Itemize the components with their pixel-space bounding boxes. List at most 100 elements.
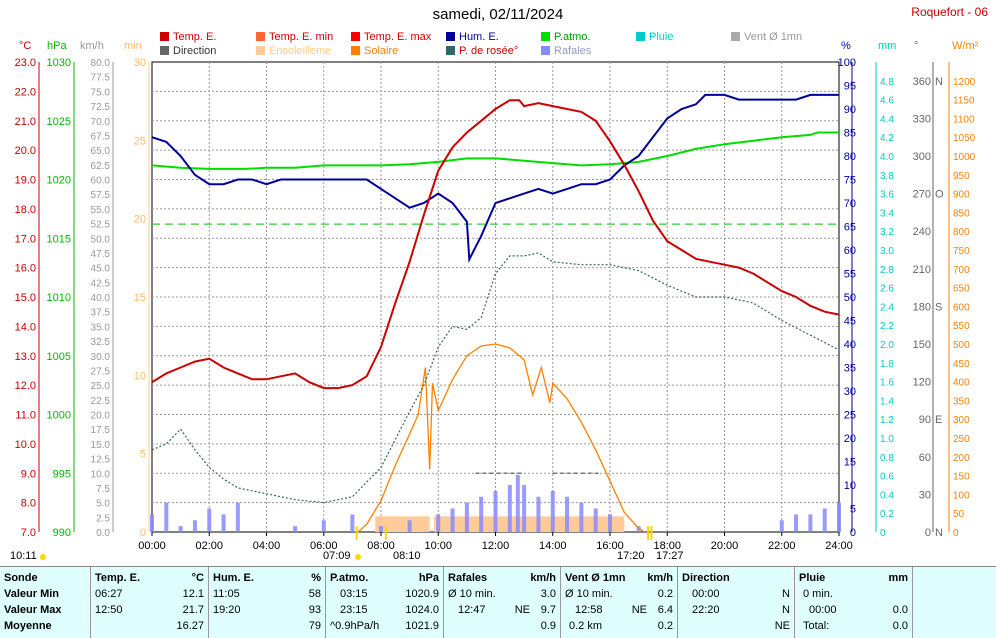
gust-bar — [479, 496, 484, 532]
temp-max-time: 12:50 — [95, 604, 123, 616]
tick-label-kmh: 75.0 — [91, 87, 111, 98]
axis-unit-label: min — [124, 40, 142, 52]
sunshine-bar — [375, 516, 430, 532]
tick-label-mm: 4.0 — [880, 152, 894, 163]
col-temp: Temp. E. °C 06:27 12.1 12:50 21.7 16.27 — [90, 567, 208, 638]
tick-label-pct: 10 — [844, 480, 856, 492]
tick-label-time: 24:00 — [825, 540, 853, 552]
row-label-avg: Moyenne — [4, 620, 52, 632]
tick-label-wm2: 200 — [953, 453, 970, 464]
tick-label-temp: 11.0 — [15, 410, 36, 422]
raf-unit: km/h — [530, 572, 556, 584]
vent-avg: 0.2 — [657, 620, 673, 632]
tick-label-mm: 1.4 — [880, 396, 894, 407]
tick-label-pct: 5 — [850, 504, 856, 516]
tick-label-wm2: 1150 — [953, 96, 975, 107]
solar-line — [357, 343, 645, 533]
tick-label-kmh: 52.5 — [91, 220, 111, 231]
dir-max-value: N — [782, 604, 790, 616]
tick-label-wm2: 500 — [953, 340, 970, 351]
hum-min-value: 58 — [308, 588, 321, 600]
tick-label-wm2: 900 — [953, 190, 970, 201]
tick-label-temp: 20.0 — [15, 145, 36, 157]
tick-label-wm2: 800 — [953, 227, 970, 238]
sun-dot — [40, 554, 46, 560]
tick-label-pct: 50 — [844, 292, 856, 304]
col-rafales: Rafales km/h Ø 10 min. 3.0 12:47 NE 9.7 0.9 — [443, 567, 560, 638]
tick-label-deg: 270 — [913, 189, 931, 201]
weather-chart: 7.0 8.0 9.0 10.0 11.0 12.0 13.0 14.0 15.0 16.0 17.… — [15, 57, 976, 560]
legend-label: Temp. E. min — [269, 31, 334, 43]
gust-bar — [522, 485, 527, 532]
tick-label-pct: 55 — [844, 269, 856, 281]
tick-label-hpa: 990 — [53, 527, 71, 539]
tick-label-time: 12:00 — [482, 540, 510, 552]
dewpoint-line — [151, 252, 840, 504]
legend-label: Temp. E. — [173, 31, 217, 43]
pluie-max-time: 00:00 — [809, 604, 837, 616]
gust-bar — [636, 526, 641, 532]
vent-max-time: 12:58 — [575, 604, 603, 616]
pluie-total-label: Total: — [803, 620, 830, 632]
tick-label-min: 10 — [134, 370, 146, 382]
tick-label-time: 08:00 — [367, 540, 395, 552]
tick-label-wm2: 100 — [953, 490, 970, 501]
col-patmo: P.atmo. hPa 03:15 1020.9 23:15 1024.0 ^0.9h… — [325, 567, 443, 638]
tick-label-hpa: 1030 — [47, 57, 71, 69]
tick-label-wm2: 400 — [953, 378, 970, 389]
pluie-max-value: 0.0 — [892, 604, 908, 616]
gust-bar — [608, 514, 612, 532]
dir-header: Direction — [682, 572, 730, 584]
gust-bar — [837, 502, 841, 532]
legend-item: P. de rosée° — [446, 45, 518, 57]
tick-label-kmh: 72.5 — [91, 102, 111, 113]
pluie-total: 0.0 — [892, 620, 908, 632]
tick-label-wm2: 1100 — [953, 114, 975, 125]
raf-max-time: 12:47 — [458, 604, 486, 616]
tick-label-kmh: 32.5 — [91, 337, 111, 348]
legend-swatch — [541, 46, 550, 55]
legend-swatch — [541, 32, 550, 41]
tick-label-kmh: 5.0 — [96, 499, 110, 510]
tick-label-mm: 0.2 — [880, 509, 894, 520]
row-label-max: Valeur Max — [4, 604, 62, 616]
tick-label-pct: 65 — [844, 222, 856, 234]
tick-label-wm2: 850 — [953, 208, 970, 219]
solar-end-time: 17:27 — [656, 550, 684, 562]
legend-item: Solaire — [351, 45, 398, 57]
legend-label: Vent Ø 1mn — [744, 31, 803, 43]
tick-label-wm2: 300 — [953, 415, 970, 426]
legend-item: Temp. E. max — [351, 31, 431, 43]
tick-label-pct: 100 — [838, 57, 856, 69]
sunset-time: 17:20 — [617, 550, 645, 562]
legend-label: Ensoleilleme — [269, 45, 332, 57]
tick-label-kmh: 30.0 — [91, 352, 111, 363]
tick-label-kmh: 60.0 — [91, 176, 111, 187]
tick-label-temp: 21.0 — [15, 116, 36, 128]
tick-label-time: 02:00 — [195, 540, 223, 552]
tick-label-min: 30 — [134, 57, 146, 69]
chart-title: samedi, 02/11/2024 — [432, 6, 564, 23]
hum-avg: 79 — [308, 620, 321, 632]
tick-label-kmh: 57.5 — [91, 190, 111, 201]
gust-bar — [536, 496, 541, 532]
tick-label-deg: 360 — [913, 76, 931, 88]
vent-10min-label: Ø 10 min. — [565, 588, 613, 600]
raf-header: Rafales — [448, 572, 488, 584]
gust-bar — [235, 502, 240, 532]
tick-label-pct: 70 — [844, 198, 856, 210]
tick-label-kmh: 25.0 — [91, 381, 111, 392]
gust-bar — [407, 520, 412, 532]
tick-label-wm2: 600 — [953, 302, 970, 313]
tick-label-mm: 4.4 — [880, 114, 894, 125]
tick-label-hpa: 1020 — [47, 175, 71, 187]
tick-label-kmh: 37.5 — [91, 308, 111, 319]
tick-label-wm2: 450 — [953, 359, 970, 370]
tick-label-min: 25 — [134, 135, 146, 147]
legend-swatch — [256, 32, 265, 41]
tick-label-pct: 90 — [844, 104, 856, 116]
dir-avg: NE — [774, 620, 790, 632]
gust-bar — [192, 520, 197, 532]
tick-label-kmh: 80.0 — [91, 58, 111, 69]
gust-bar — [822, 508, 827, 532]
